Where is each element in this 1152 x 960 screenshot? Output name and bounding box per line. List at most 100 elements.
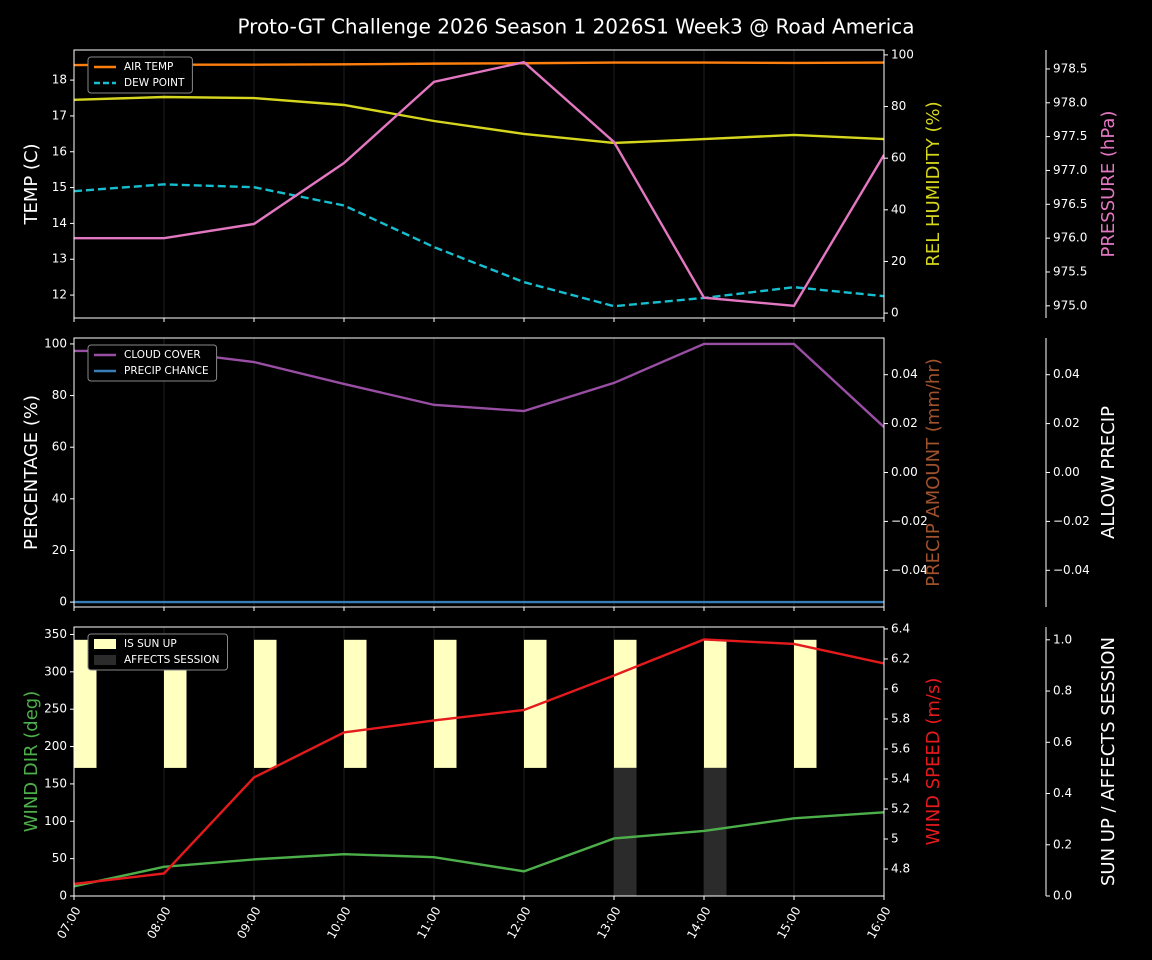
legend-label: DEW POINT bbox=[124, 77, 185, 89]
y3-tick-label: 977.0 bbox=[1053, 163, 1087, 177]
bar bbox=[614, 767, 637, 896]
y3-tick-label: 0.02 bbox=[1053, 416, 1080, 430]
bar bbox=[704, 767, 727, 896]
y3-tick-label: 976.5 bbox=[1053, 197, 1087, 211]
y3-tick-label: 978.0 bbox=[1053, 95, 1087, 109]
y3-axis-label: SUN UP / AFFECTS SESSION bbox=[1098, 637, 1119, 886]
legend-label: PRECIP CHANCE bbox=[124, 365, 209, 377]
y3-tick-label: 0.2 bbox=[1053, 837, 1072, 851]
y3-tick-label: 0.0 bbox=[1053, 889, 1072, 903]
y-tick-label: 18 bbox=[52, 73, 67, 87]
plot-frame bbox=[73, 337, 885, 608]
y2-tick-label: 5.8 bbox=[891, 711, 910, 725]
line bbox=[74, 183, 884, 308]
bar bbox=[254, 639, 277, 768]
y2-tick-label: 0 bbox=[891, 306, 899, 320]
y-tick-label: 100 bbox=[44, 814, 67, 828]
y2-tick-label: 6.4 bbox=[891, 621, 910, 635]
y3-tick-label: −0.02 bbox=[1053, 514, 1090, 528]
chart-title: Proto-GT Challenge 2026 Season 1 2026S1 … bbox=[237, 15, 914, 39]
legend-box bbox=[87, 633, 228, 671]
y-tick-label: 15 bbox=[52, 180, 67, 194]
y3-tick-label: −0.04 bbox=[1053, 563, 1090, 577]
plot-area bbox=[74, 60, 884, 308]
y-tick-label: 50 bbox=[52, 851, 67, 865]
y-tick-label: 16 bbox=[52, 144, 67, 158]
y2-tick-label: 6.2 bbox=[891, 651, 910, 665]
y-tick-label: 20 bbox=[52, 543, 67, 557]
y2-axis-label: REL HUMIDITY (%) bbox=[923, 101, 944, 266]
y2-tick-label: 0.02 bbox=[891, 416, 918, 430]
y3-tick-label: 975.0 bbox=[1053, 298, 1087, 312]
y2-tick-label: −0.02 bbox=[891, 514, 928, 528]
legend-label: AIR TEMP bbox=[124, 61, 173, 73]
line bbox=[74, 811, 884, 888]
y3-tick-label: 978.5 bbox=[1053, 61, 1087, 75]
y-axis-label: TEMP (C) bbox=[21, 143, 42, 225]
y2-axis-label: PRECIP AMOUNT (mm/hr) bbox=[923, 358, 944, 587]
bar bbox=[704, 639, 727, 768]
y2-tick-label: 5.4 bbox=[891, 771, 910, 785]
y2-tick-label: 0.04 bbox=[891, 367, 918, 381]
legend-label: AFFECTS SESSION bbox=[124, 654, 220, 666]
line bbox=[74, 95, 884, 145]
bar bbox=[434, 639, 457, 768]
y2-tick-label: 5.6 bbox=[891, 741, 910, 755]
y2-tick-label: 5.2 bbox=[891, 801, 910, 815]
bar bbox=[74, 639, 97, 768]
y3-tick-label: 0.04 bbox=[1053, 367, 1080, 381]
bar bbox=[614, 639, 637, 768]
legend-swatch bbox=[94, 655, 116, 665]
y-tick-label: 12 bbox=[52, 288, 67, 302]
y3-tick-label: 0.00 bbox=[1053, 465, 1080, 479]
y2-tick-label: 100 bbox=[891, 47, 914, 61]
y-tick-label: 40 bbox=[52, 491, 67, 505]
y2-tick-label: 40 bbox=[891, 202, 906, 216]
y-tick-label: 13 bbox=[52, 252, 67, 266]
legend-swatch bbox=[94, 639, 116, 649]
y3-axis-label: ALLOW PRECIP bbox=[1098, 406, 1119, 539]
bar bbox=[524, 639, 547, 768]
y2-tick-label: 60 bbox=[891, 151, 906, 165]
y3-tick-label: 0.8 bbox=[1053, 684, 1072, 698]
y-tick-label: 150 bbox=[44, 776, 67, 790]
plot-area bbox=[74, 638, 884, 896]
y2-tick-label: 5 bbox=[891, 831, 899, 845]
y-axis-label: WIND DIR (deg) bbox=[21, 691, 42, 833]
y2-tick-label: 0.00 bbox=[891, 465, 918, 479]
legend-box bbox=[87, 344, 218, 382]
y2-axis-label: WIND SPEED (m/s) bbox=[923, 678, 944, 846]
y-tick-label: 80 bbox=[52, 388, 67, 402]
legend-label: CLOUD COVER bbox=[124, 349, 201, 361]
y2-tick-label: 20 bbox=[891, 254, 906, 268]
line bbox=[74, 60, 884, 308]
y-tick-label: 0 bbox=[59, 595, 67, 609]
y-tick-label: 200 bbox=[44, 739, 67, 753]
plot-frame bbox=[73, 49, 885, 319]
bar bbox=[164, 639, 187, 768]
y3-tick-label: 0.4 bbox=[1053, 786, 1072, 800]
y2-tick-label: 4.8 bbox=[891, 861, 910, 875]
plot-frame bbox=[73, 626, 885, 897]
y-tick-label: 14 bbox=[52, 216, 67, 230]
y3-tick-label: 0.6 bbox=[1053, 735, 1072, 749]
y3-tick-label: 1.0 bbox=[1053, 632, 1072, 646]
y-tick-label: 100 bbox=[44, 336, 67, 350]
legend-label: IS SUN UP bbox=[124, 638, 177, 650]
y-tick-label: 300 bbox=[44, 664, 67, 678]
y3-tick-label: 976.0 bbox=[1053, 231, 1087, 245]
y-axis-label: PERCENTAGE (%) bbox=[21, 395, 42, 550]
y3-tick-label: 977.5 bbox=[1053, 129, 1087, 143]
line bbox=[74, 638, 884, 886]
y-tick-label: 350 bbox=[44, 627, 67, 641]
y-tick-label: 250 bbox=[44, 702, 67, 716]
bar bbox=[344, 639, 367, 768]
line bbox=[74, 61, 884, 67]
y-tick-label: 17 bbox=[52, 108, 67, 122]
y-tick-label: 0 bbox=[59, 889, 67, 903]
y2-tick-label: −0.04 bbox=[891, 563, 928, 577]
y3-tick-label: 975.5 bbox=[1053, 264, 1087, 278]
y2-tick-label: 6 bbox=[891, 681, 899, 695]
